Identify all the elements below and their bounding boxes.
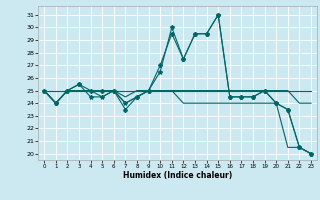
X-axis label: Humidex (Indice chaleur): Humidex (Indice chaleur) [123, 171, 232, 180]
